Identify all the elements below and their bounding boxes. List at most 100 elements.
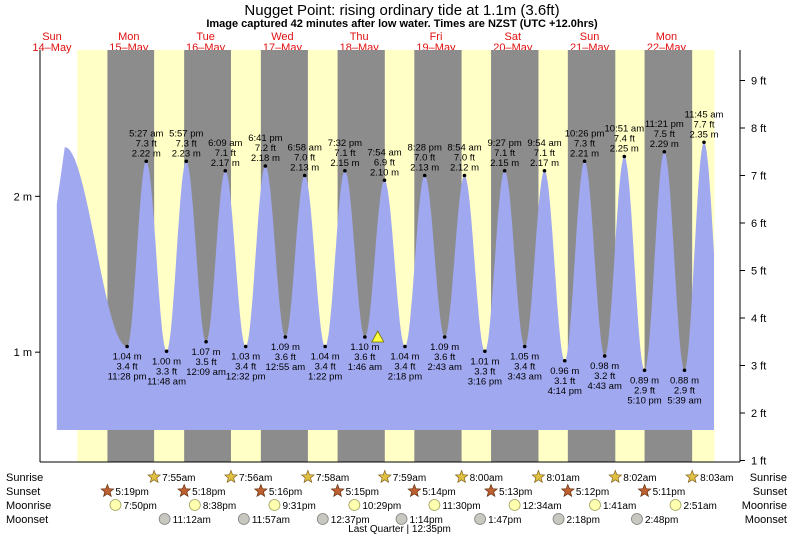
- low-tide-point: [164, 349, 169, 354]
- sunset-time: 5:13pm: [499, 487, 532, 498]
- high-tide-time: 7:54 am: [367, 147, 401, 158]
- high-tide-point: [502, 168, 507, 173]
- left-axis-tick-label: 1 m: [14, 347, 32, 359]
- low-tide-point: [204, 339, 208, 344]
- high-tide-point: [662, 149, 667, 154]
- high-tide-point: [462, 173, 467, 178]
- low-tide-time: 3:16 pm: [468, 376, 502, 387]
- high-tide-point: [622, 154, 627, 159]
- moonrise-icon: [188, 499, 201, 511]
- low-tide-time: 12:55 am: [266, 362, 306, 373]
- low-tide-time: 1:22 pm: [308, 372, 342, 383]
- sunset-time: 5:11pm: [653, 487, 686, 498]
- high-tide-metres: 2.13 m: [290, 163, 319, 174]
- high-tide-feet: 7.7 ft: [693, 119, 714, 130]
- high-tide-point: [343, 168, 347, 173]
- low-tide-feet: 3.5 ft: [196, 357, 217, 368]
- high-tide-feet: 7.3 ft: [176, 138, 197, 149]
- astro-row-label-right: Sunset: [753, 486, 787, 498]
- sunset-icon: [330, 483, 345, 498]
- high-tide-feet: 6.9 ft: [374, 157, 395, 168]
- day-date: 14–May: [32, 42, 72, 54]
- sunrise-time: 7:56am: [239, 473, 272, 484]
- low-tide-metres: 1.09 m: [430, 342, 459, 353]
- moonset-icon: [552, 513, 565, 525]
- low-tide-metres: 1.03 m: [231, 352, 260, 363]
- low-tide-point: [442, 335, 447, 339]
- high-tide-time: 6:09 am: [208, 138, 242, 149]
- left-axis-tick-label: 2 m: [14, 191, 32, 203]
- high-tide-metres: 2.13 m: [410, 163, 439, 174]
- moonrise-time: 7:50pm: [123, 501, 156, 512]
- day-name: Mon: [656, 31, 677, 43]
- low-tide-point: [403, 344, 407, 349]
- high-tide-time: 10:26 pm: [565, 128, 605, 139]
- low-tide-time: 4:43 am: [588, 381, 622, 392]
- astro-row-label-left: Moonset: [6, 514, 48, 526]
- moonrise-time: 9:31pm: [282, 501, 315, 512]
- low-tide-time: 11:28 pm: [108, 372, 147, 383]
- moonset-time: 2:18pm: [567, 515, 600, 526]
- high-tide-point: [422, 173, 427, 178]
- high-tide-time: 6:58 am: [288, 143, 322, 154]
- high-tide-metres: 2.10 m: [370, 167, 399, 178]
- sunset-time: 5:16pm: [269, 487, 302, 498]
- right-axis-tick-label: 3 ft: [751, 361, 766, 373]
- low-tide-time: 12:32 pm: [226, 372, 266, 383]
- low-tide-feet: 2.9 ft: [634, 385, 655, 396]
- sunrise-icon: [685, 469, 700, 484]
- high-tide-feet: 7.5 ft: [654, 129, 675, 140]
- sunrise-icon: [147, 469, 162, 484]
- high-tide-time: 5:57 pm: [169, 128, 203, 139]
- sunset-time: 5:15pm: [346, 487, 379, 498]
- sunrise-time: 7:55am: [162, 473, 195, 484]
- high-tide-feet: 7.1 ft: [215, 148, 236, 159]
- high-tide-metres: 2.15 m: [330, 158, 359, 169]
- moonrise-time: 10:29pm: [362, 501, 401, 512]
- low-tide-feet: 3.4 ft: [117, 362, 138, 373]
- high-tide-point: [263, 164, 268, 168]
- right-axis-tick-label: 6 ft: [751, 218, 766, 230]
- current-tide-marker: [371, 330, 385, 343]
- moonset-icon: [395, 513, 408, 525]
- tide-area: [56, 142, 715, 430]
- sunset-icon: [100, 483, 115, 498]
- low-tide-time: 2:43 am: [428, 362, 462, 373]
- high-tide-feet: 7.0 ft: [294, 153, 315, 164]
- high-tide-time: 10:51 am: [605, 124, 645, 135]
- sunset-icon: [177, 483, 192, 498]
- low-tide-metres: 0.88 m: [670, 375, 699, 386]
- moonrise-icon: [508, 499, 521, 511]
- sunrise-icon: [608, 469, 623, 484]
- high-tide-feet: 7.1 ft: [334, 148, 355, 159]
- astro-table: Sunrise Sunrise Sunset Sunset Moonrise Moonri…: [6, 469, 787, 535]
- low-tide-metres: 1.07 m: [192, 347, 221, 358]
- astro-row-label-right: Moonrise: [742, 500, 787, 512]
- chart-subtitle: Image captured 42 minutes after low wate…: [206, 18, 598, 30]
- low-tide-time: 12:09 am: [186, 367, 226, 378]
- high-tide-point: [702, 140, 706, 145]
- high-tide-metres: 2.35 m: [689, 129, 718, 140]
- moon-phase-label: Last Quarter | 12:35pm: [348, 524, 451, 535]
- high-tide-time: 11:45 am: [685, 109, 724, 120]
- sunset-icon: [484, 483, 499, 498]
- astro-row-label-left: Sunrise: [6, 472, 43, 484]
- high-tide-time: 9:27 pm: [487, 138, 521, 149]
- low-tide-time: 5:10 pm: [627, 395, 661, 406]
- moonrise-icon: [589, 499, 601, 511]
- low-tide-feet: 3.2 ft: [594, 371, 615, 382]
- high-tide-feet: 7.2 ft: [255, 143, 276, 154]
- high-tide-feet: 7.0 ft: [414, 153, 435, 164]
- low-tide-point: [562, 358, 567, 363]
- low-tide-point: [642, 368, 647, 373]
- sunset-icon: [560, 483, 575, 498]
- high-tide-feet: 7.1 ft: [494, 148, 515, 159]
- high-tide-feet: 7.4 ft: [614, 134, 635, 145]
- sunrise-time: 7:58am: [316, 473, 349, 484]
- moonset-icon: [158, 513, 171, 525]
- sunrise-icon: [377, 469, 392, 484]
- low-tide-metres: 0.89 m: [630, 375, 659, 386]
- high-tide-metres: 2.23 m: [172, 148, 201, 159]
- moonrise-icon: [669, 499, 682, 511]
- axes: 1 m 2 m 1 ft 2 ft 3 ft 4 ft 5 ft 6 ft 7 ft 8 ft 9 …: [14, 50, 766, 468]
